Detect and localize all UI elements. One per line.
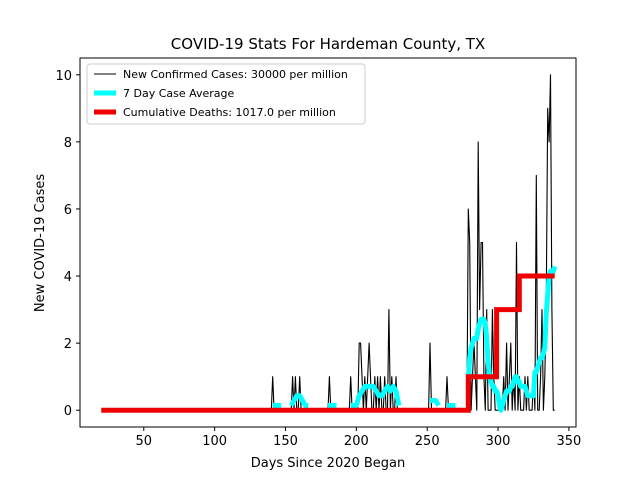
x-tick-label: 300 (486, 434, 511, 449)
y-tick-label: 10 (55, 69, 72, 84)
avg-line-segment (289, 393, 309, 408)
legend-label-cumulative-deaths: Cumulative Deaths: 1017.0 per million (123, 106, 336, 119)
legend-box (86, 63, 366, 125)
x-tick-label: 250 (415, 434, 440, 449)
y-axis-ticks: 0 2 4 6 8 10 (55, 69, 80, 419)
avg-line-segment (350, 383, 402, 408)
axes-frame (79, 57, 577, 428)
avg-line-segment (430, 398, 441, 407)
x-axis-label: Days Since 2020 Began (251, 456, 406, 471)
chart-title: COVID-19 Stats For Hardeman County, TX (171, 35, 485, 53)
legend: New Confirmed Cases: 30000 per million 7… (86, 63, 366, 125)
y-tick-label: 8 (64, 136, 72, 151)
avg-line-segment (465, 265, 558, 413)
x-tick-label: 150 (273, 434, 298, 449)
y-tick-label: 6 (64, 203, 72, 218)
series-7-day-average (272, 265, 558, 413)
legend-label-7-day-average: 7 Day Case Average (123, 87, 235, 100)
y-tick-label: 0 (64, 404, 72, 419)
x-tick-label: 350 (557, 434, 582, 449)
y-tick-label: 2 (64, 337, 72, 352)
y-axis-label: New COVID-19 Cases (33, 174, 48, 312)
legend-label-daily-cases: New Confirmed Cases: 30000 per million (123, 68, 348, 81)
series-cumulative-deaths (101, 273, 555, 413)
x-axis-ticks: 50 100 150 200 250 300 350 (135, 427, 581, 449)
x-tick-label: 50 (135, 434, 152, 449)
y-tick-label: 4 (64, 270, 72, 285)
deaths-line (101, 273, 555, 413)
x-tick-label: 100 (202, 434, 227, 449)
x-tick-label: 200 (344, 434, 369, 449)
plot-area (101, 74, 558, 413)
